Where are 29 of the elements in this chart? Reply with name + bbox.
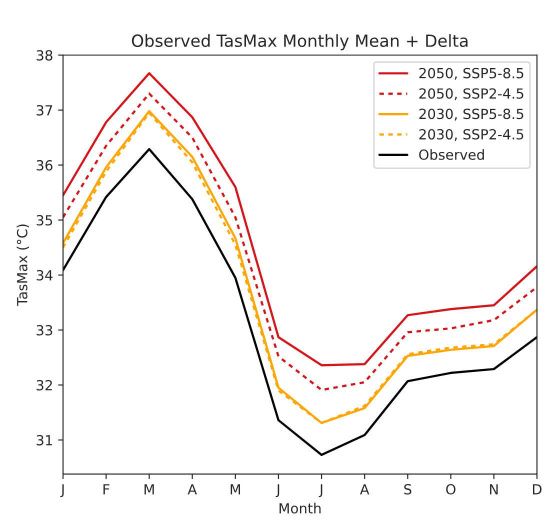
x-tick-label: O xyxy=(446,484,456,495)
x-tick-label: A xyxy=(360,484,370,494)
x-tick-label: J xyxy=(318,484,322,498)
chart-title: Observed TasMax Monthly Mean + Delta xyxy=(132,34,468,50)
legend-label: 2050, SSP2-4.5 xyxy=(419,88,524,100)
y-tick-label: 33 xyxy=(36,324,52,336)
x-tick-label: D xyxy=(532,484,542,494)
legend-label: 2050, SSP5-8.5 xyxy=(419,68,524,80)
legend-label: 2030, SSP2-4.5 xyxy=(419,129,524,141)
y-tick-label: 35 xyxy=(36,215,52,226)
y-tick-label: 38 xyxy=(36,50,52,61)
y-tick-label: 32 xyxy=(36,380,52,390)
x-tick-label: J xyxy=(60,484,64,498)
y-tick-label: 37 xyxy=(36,105,52,116)
y-tick-label: 31 xyxy=(36,434,52,446)
legend-label: Observed xyxy=(419,149,484,160)
line-series xyxy=(63,148,537,456)
x-axis-title: Month xyxy=(280,502,321,514)
legend-label: 2030, SSP5-8.5 xyxy=(419,108,524,121)
y-axis-title: TasMax (°C) xyxy=(16,224,30,306)
x-tick-label: S xyxy=(404,484,412,495)
y-tick-label: 34 xyxy=(36,270,53,281)
x-tick-label: J xyxy=(276,484,280,498)
x-tick-label: M xyxy=(144,484,154,494)
x-tick-label: F xyxy=(103,484,110,494)
x-tick-label: A xyxy=(188,484,197,494)
y-tick-label: 36 xyxy=(36,160,52,171)
x-tick-label: M xyxy=(230,484,240,494)
x-tick-label: N xyxy=(490,484,498,494)
